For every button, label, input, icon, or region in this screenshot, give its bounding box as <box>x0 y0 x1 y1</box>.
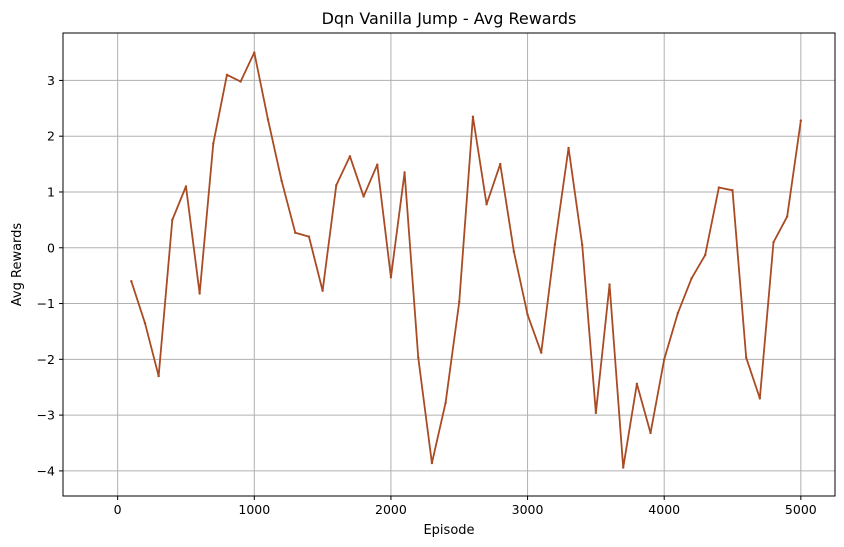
data-point <box>417 356 420 359</box>
data-point <box>157 374 160 378</box>
y-axis-ticks: −4 −3 −2 −1 0 1 2 3 <box>37 73 63 478</box>
data-point <box>499 162 502 166</box>
data-point <box>785 215 789 218</box>
data-point <box>362 195 365 198</box>
grid <box>63 33 835 496</box>
y-tick-label: −1 <box>37 296 55 311</box>
x-tick-label: 4000 <box>648 502 680 517</box>
series-line <box>130 51 802 469</box>
x-tick-label: 3000 <box>512 502 544 517</box>
data-point <box>130 280 133 283</box>
data-point <box>703 253 707 257</box>
x-tick-label: 0 <box>114 502 122 517</box>
chart-title: Dqn Vanilla Jump - Avg Rewards <box>322 9 577 28</box>
y-tick-label: −4 <box>37 463 55 478</box>
series-layer <box>130 51 803 469</box>
data-point <box>512 250 516 253</box>
data-point <box>622 466 625 469</box>
plot-frame <box>62 32 836 497</box>
y-tick-label: 2 <box>47 129 55 144</box>
data-point <box>676 311 680 315</box>
data-point <box>335 184 338 187</box>
y-tick-label: 1 <box>47 184 55 199</box>
x-tick-label: 5000 <box>785 502 817 517</box>
data-point <box>403 171 406 174</box>
data-point <box>198 292 201 295</box>
data-point <box>266 118 270 121</box>
data-point <box>608 283 611 286</box>
data-point <box>594 411 598 415</box>
data-point <box>225 73 229 77</box>
data-point <box>526 313 529 316</box>
data-point <box>458 300 461 304</box>
data-point <box>294 231 297 234</box>
data-point <box>758 397 762 400</box>
data-point <box>280 179 283 183</box>
data-point <box>663 358 666 361</box>
data-point <box>389 276 393 279</box>
y-tick-label: −2 <box>37 352 55 367</box>
data-point <box>171 218 174 222</box>
data-point <box>744 356 748 359</box>
data-point <box>649 431 652 435</box>
x-axis-ticks: 0 1000 2000 3000 4000 5000 <box>114 496 817 517</box>
data-point <box>635 382 639 386</box>
data-point <box>376 163 379 166</box>
data-point <box>307 235 311 238</box>
y-tick-label: 0 <box>47 240 55 255</box>
y-axis-label: Avg Rewards <box>10 223 25 307</box>
data-point <box>731 189 734 192</box>
data-point <box>253 51 256 54</box>
data-point <box>239 80 242 83</box>
data-point <box>485 203 488 206</box>
data-point <box>321 289 324 292</box>
data-point <box>143 321 147 325</box>
data-point <box>717 186 721 189</box>
data-point <box>348 155 352 158</box>
x-tick-label: 2000 <box>375 502 407 517</box>
data-point <box>690 277 693 280</box>
y-tick-label: 3 <box>47 73 55 88</box>
data-point <box>799 119 803 122</box>
data-point <box>553 243 557 246</box>
data-point <box>772 240 775 244</box>
data-point <box>212 142 215 145</box>
data-point <box>540 351 543 354</box>
x-tick-label: 1000 <box>238 502 270 517</box>
data-point <box>567 146 570 150</box>
data-point <box>444 401 447 405</box>
data-point <box>471 115 475 118</box>
data-point <box>581 243 584 247</box>
data-point <box>430 461 434 465</box>
y-tick-label: −3 <box>37 408 55 423</box>
x-axis-label: Episode <box>423 523 474 538</box>
data-point <box>184 185 188 188</box>
